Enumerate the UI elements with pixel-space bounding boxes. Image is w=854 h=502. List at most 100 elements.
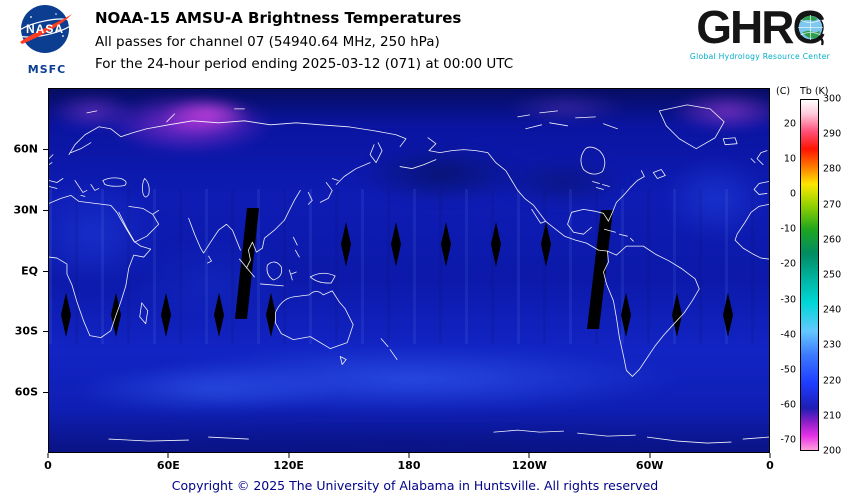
tb-anomaly-canada-arctic-purple: [482, 89, 651, 130]
colorbar-ticks-celsius: 20 10 0 -10 -20 -30 -40 -50 -60 -70: [774, 99, 798, 451]
data-gap-swath: [235, 207, 259, 319]
ghrc-tagline: Global Hydrology Resource Center: [689, 52, 831, 61]
data-gap-diamond: [341, 222, 351, 267]
colorbar: (C) Tb (K) 20 10 0 -10 -20 -30 -40 -50 -60 -70 30…: [774, 86, 854, 468]
x-tickmark: [649, 453, 651, 458]
data-gap-diamond: [214, 292, 224, 338]
colorbar-unit-kelvin: Tb (K): [800, 86, 829, 97]
data-gap-diamond: [541, 222, 551, 267]
y-tickmark: [43, 331, 48, 333]
colorbar-ticks-kelvin: 300 290 280 270 260 250 240 230 220 210 200: [821, 94, 853, 457]
x-axis: 0 60E 120E 180 120W 60W 0: [44, 453, 774, 475]
x-tickmark: [167, 453, 169, 458]
colorbar-tick-k: 290: [823, 128, 842, 140]
x-tick-label: 180: [397, 459, 421, 472]
data-gap-diamond: [161, 292, 171, 338]
colorbar-tick-c: -20: [780, 258, 796, 270]
msfc-label: MSFC: [27, 63, 67, 76]
colorbar-tick-k: 220: [823, 375, 842, 387]
colorbar-unit-celsius: (C): [776, 86, 791, 97]
data-gap-diamond: [491, 222, 501, 267]
x-tickmark: [47, 453, 49, 458]
y-tickmark: [43, 270, 48, 272]
x-tickmark: [408, 453, 410, 458]
y-tick-label: 30S: [14, 324, 38, 338]
data-gap-diamond: [61, 292, 71, 338]
coastline-north-america: [399, 110, 666, 252]
colorbar-tick-k: 280: [823, 163, 842, 175]
tb-anomaly-south-band-bright-west: [49, 354, 400, 424]
nasa-wordmark: NASA: [26, 22, 64, 36]
map-overlay: [49, 104, 769, 444]
map: [48, 88, 770, 453]
x-tick-label: 60W: [635, 459, 664, 472]
data-gap-diamond: [621, 292, 631, 338]
coastline-eurasia: [49, 108, 407, 269]
data-gap-swath: [587, 210, 613, 329]
y-tick-label: 30N: [13, 203, 38, 217]
coastline-indonesia-australia: [239, 236, 398, 365]
footer: Copyright © 2025 The University of Alaba…: [0, 478, 830, 493]
x-tick-label: 60E: [156, 459, 180, 472]
coastline-africa-west-edge: [49, 137, 769, 260]
coastline-africa: [49, 195, 152, 339]
x-tick-label: 120W: [511, 459, 547, 472]
tb-anomaly-indian-ocean-mid: [89, 220, 330, 343]
coastline-antarctica: [108, 429, 769, 444]
x-tickmark: [528, 453, 530, 458]
colorbar-tick-k: 210: [823, 410, 842, 422]
copyright-text: Copyright © 2025 The University of Alaba…: [171, 478, 659, 493]
coastline-south-america: [603, 245, 700, 377]
nasa-logo: NASA MSFC: [12, 4, 82, 76]
x-tick-label: 120E: [273, 459, 304, 472]
colorbar-tick-k: 300: [823, 93, 842, 105]
data-gap-diamond: [723, 292, 733, 338]
colorbar-tick-c: 20: [783, 118, 796, 130]
colorbar-gradient: [800, 99, 819, 451]
title-line-1: NOAA-15 AMSU-A Brightness Temperatures: [95, 9, 462, 27]
colorbar-tick-c: -30: [780, 294, 796, 306]
data-gap-diamond: [266, 292, 276, 338]
colorbar-tick-c: -70: [780, 434, 796, 446]
tb-anomaly-arctic-purple-west: [49, 89, 154, 138]
y-tick-label: EQ: [21, 264, 38, 277]
colorbar-tick-c: -60: [780, 399, 796, 411]
colorbar-tick-k: 240: [823, 304, 842, 316]
y-tick-label: 60S: [14, 385, 38, 399]
tb-anomaly-arctic-purple-east: [646, 89, 769, 140]
tb-anomaly-south-polar-dim: [49, 423, 769, 452]
colorbar-tick-k: 260: [823, 234, 842, 246]
x-tickmark: [769, 453, 771, 458]
ghrc-logo: GHRC Global Hydrology Resource Center: [674, 2, 846, 61]
y-axis: 60N 30N EQ 30S 60S: [0, 88, 48, 453]
title-block: NOAA-15 AMSU-A Brightness Temperatures A…: [95, 9, 513, 78]
tb-anomaly-north-america-dark: [470, 145, 655, 219]
title-line-2: All passes for channel 07 (54940.64 MHz,…: [95, 34, 440, 50]
x-tick-label: 0: [766, 459, 774, 472]
data-gap-diamond: [391, 222, 401, 267]
title-line-3: For the 24-hour period ending 2025-03-12…: [95, 56, 514, 72]
colorbar-tick-k: 230: [823, 339, 842, 351]
data-gap-diamond: [441, 222, 451, 267]
header: NASA MSFC NOAA-15 AMSU-A Brightness Temp…: [0, 0, 854, 86]
x-tickmark: [288, 453, 290, 458]
colorbar-tick-c: -50: [780, 364, 796, 376]
colorbar-tick-k: 200: [823, 445, 842, 457]
data-gap-layer: [61, 207, 733, 338]
ghrc-wordmark: GHRC: [696, 2, 825, 52]
colorbar-tick-c: 10: [783, 153, 796, 165]
globe-icon: [797, 14, 824, 46]
colorbar-tick-c: -10: [780, 223, 796, 235]
colorbar-tick-k: 270: [823, 199, 842, 211]
x-tick-label: 0: [44, 459, 52, 472]
data-gap-diamond: [672, 292, 682, 338]
colorbar-tick-c: -40: [780, 329, 796, 341]
y-tick-label: 60N: [13, 142, 38, 156]
coastline-greenland: [658, 104, 725, 150]
colorbar-tick-c: 0: [789, 188, 796, 200]
nasa-meatball-icon: NASA: [16, 5, 74, 53]
y-tickmark: [43, 148, 48, 150]
y-tickmark: [43, 392, 48, 394]
y-tickmark: [43, 209, 48, 211]
